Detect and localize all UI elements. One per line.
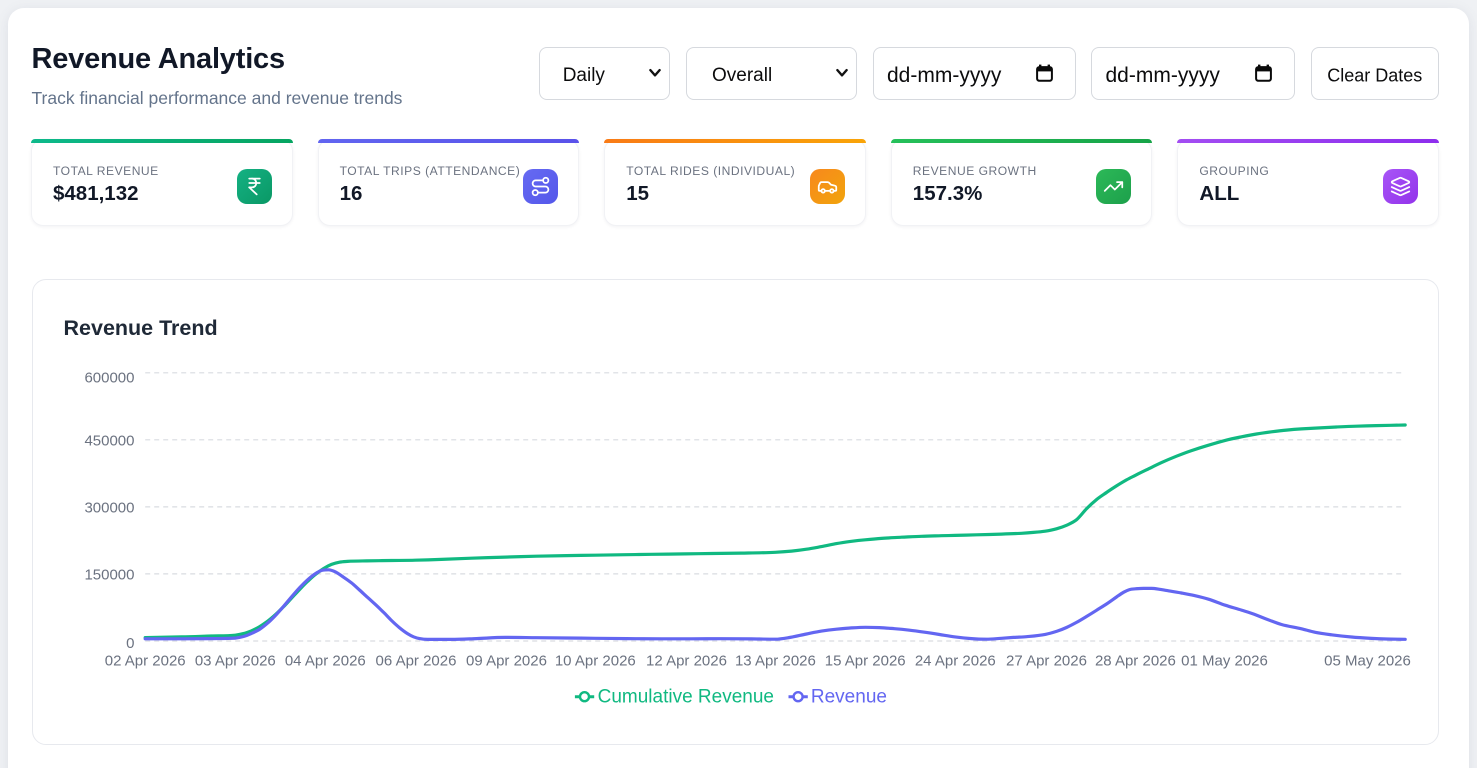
svg-text:15 Apr 2026: 15 Apr 2026 — [824, 652, 905, 669]
svg-text:03 Apr 2026: 03 Apr 2026 — [194, 652, 275, 669]
svg-text:06 Apr 2026: 06 Apr 2026 — [375, 652, 456, 669]
svg-text:10 Apr 2026: 10 Apr 2026 — [554, 652, 635, 669]
svg-text:28 Apr 2026: 28 Apr 2026 — [1094, 652, 1175, 669]
svg-text:12 Apr 2026: 12 Apr 2026 — [646, 652, 727, 669]
svg-text:02 Apr 2026: 02 Apr 2026 — [104, 652, 185, 669]
svg-text:01 May 2026: 01 May 2026 — [1181, 652, 1268, 669]
svg-text:24 Apr 2026: 24 Apr 2026 — [914, 652, 995, 669]
svg-text:0: 0 — [126, 635, 134, 652]
svg-text:04 Apr 2026: 04 Apr 2026 — [284, 652, 365, 669]
svg-text:150000: 150000 — [84, 566, 134, 583]
svg-text:09 Apr 2026: 09 Apr 2026 — [466, 652, 547, 669]
svg-text:300000: 300000 — [84, 499, 134, 516]
svg-text:13 Apr 2026: 13 Apr 2026 — [734, 652, 815, 669]
svg-text:05 May 2026: 05 May 2026 — [1324, 652, 1411, 669]
svg-text:450000: 450000 — [84, 432, 134, 449]
svg-text:27 Apr 2026: 27 Apr 2026 — [1006, 652, 1087, 669]
svg-text:600000: 600000 — [84, 370, 134, 387]
svg-text:Cumulative Revenue: Cumulative Revenue — [597, 687, 773, 708]
svg-text:Revenue: Revenue — [810, 687, 886, 708]
